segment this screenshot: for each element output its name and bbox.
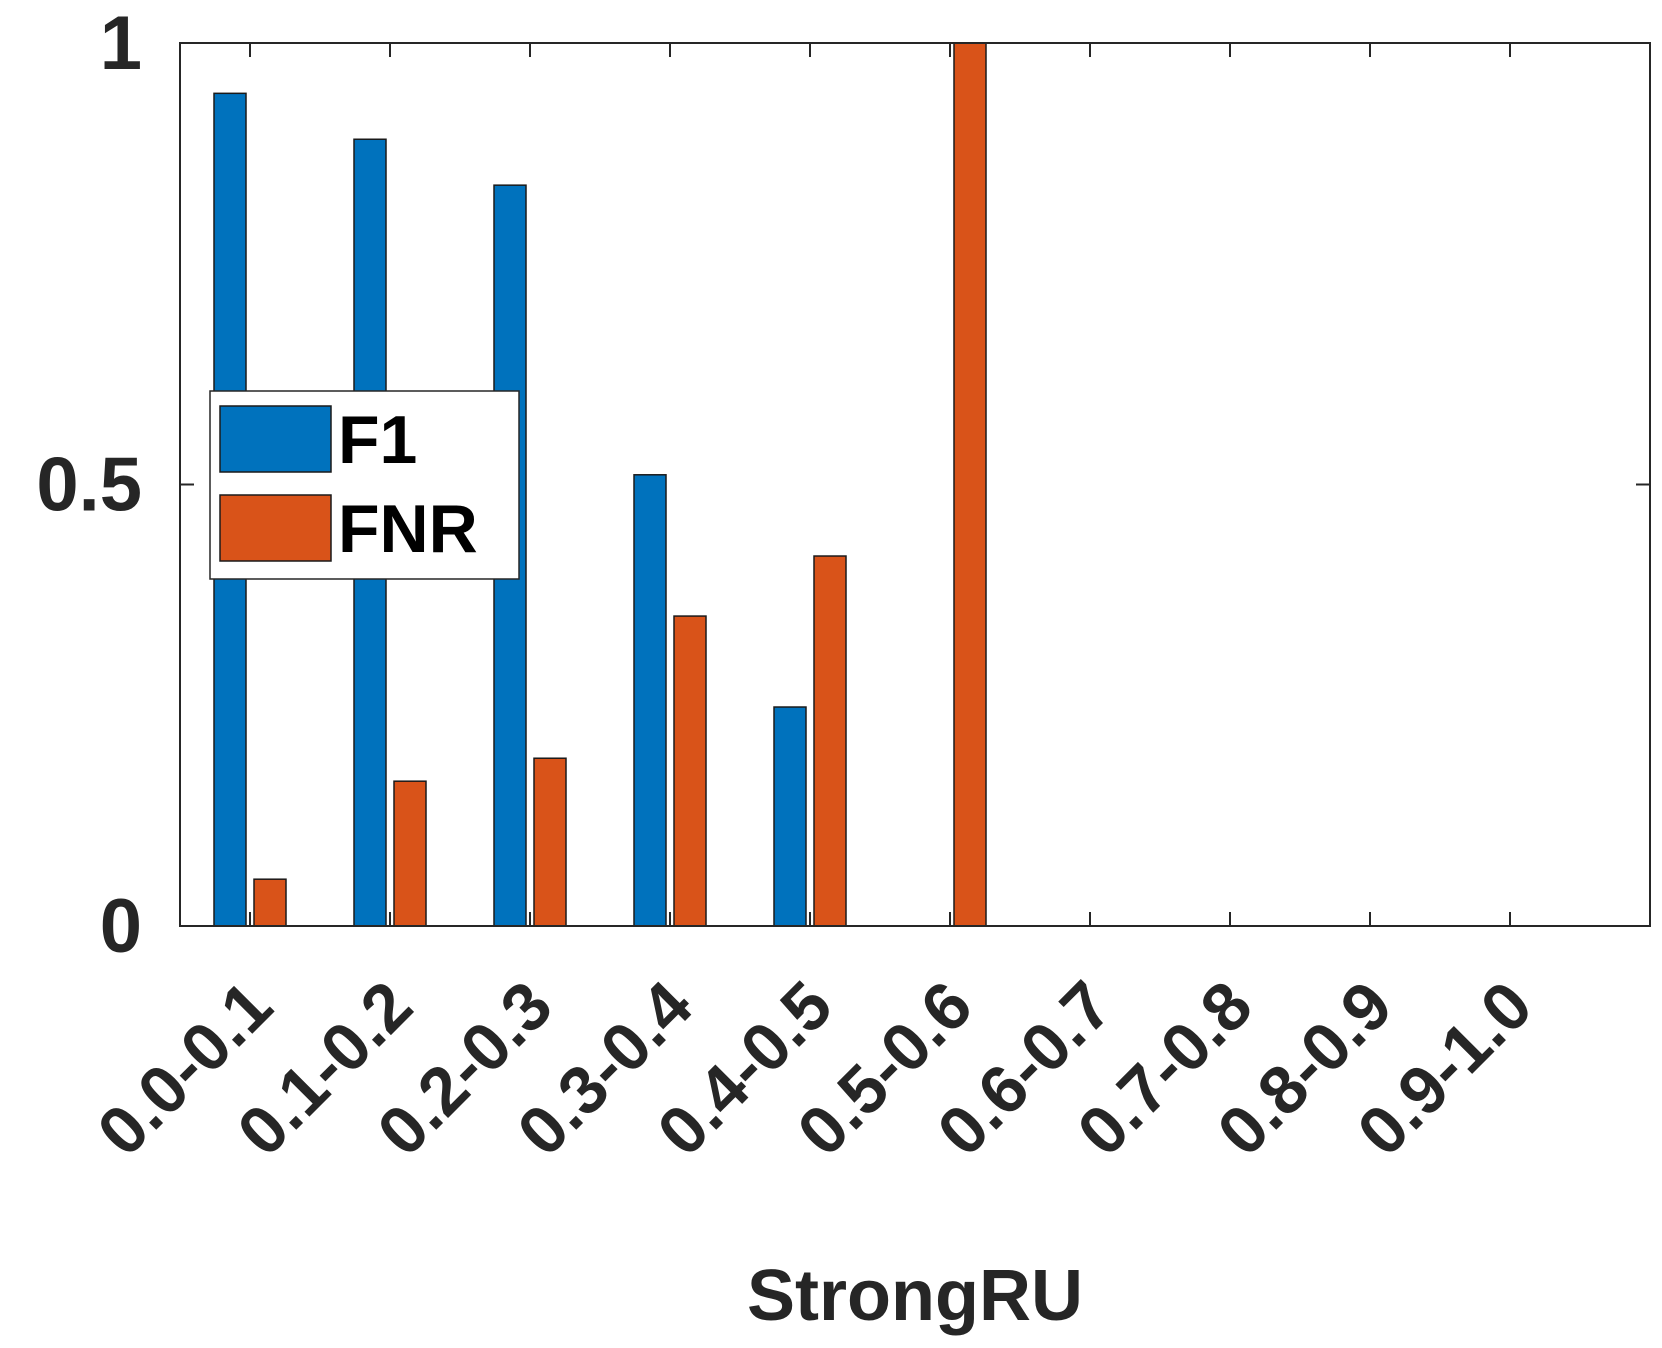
bar-fnr-0.4-0.5 bbox=[813, 555, 847, 927]
bar-fnr-0.3-0.4 bbox=[673, 615, 707, 927]
y-tick-labels: 00.51 bbox=[36, 1, 142, 969]
bar-fnr-0.1-0.2 bbox=[393, 780, 427, 927]
bar-fnr-0.2-0.3 bbox=[533, 757, 567, 927]
bar-fnr-0.0-0.1 bbox=[253, 878, 287, 927]
y-tick-label: 0.5 bbox=[36, 443, 142, 528]
legend-swatch-fnr bbox=[219, 494, 332, 562]
legend: F1 FNR bbox=[209, 390, 520, 580]
legend-label-fnr: FNR bbox=[338, 491, 478, 567]
legend-swatch-f1 bbox=[219, 405, 332, 473]
x-axis-title: StrongRU bbox=[747, 1256, 1083, 1336]
bar-f1-0.3-0.4 bbox=[633, 474, 667, 927]
legend-label-f1: F1 bbox=[338, 402, 417, 478]
bar-f1-0.4-0.5 bbox=[773, 706, 807, 927]
y-tick-label: 0 bbox=[100, 884, 142, 969]
y-tick-label: 1 bbox=[100, 1, 142, 86]
x-tick-labels: 0.0-0.10.1-0.20.2-0.30.3-0.40.4-0.50.5-0… bbox=[83, 967, 1546, 1171]
ticks-group bbox=[180, 42, 1650, 927]
bar-fnr-0.5-0.6 bbox=[953, 42, 987, 927]
